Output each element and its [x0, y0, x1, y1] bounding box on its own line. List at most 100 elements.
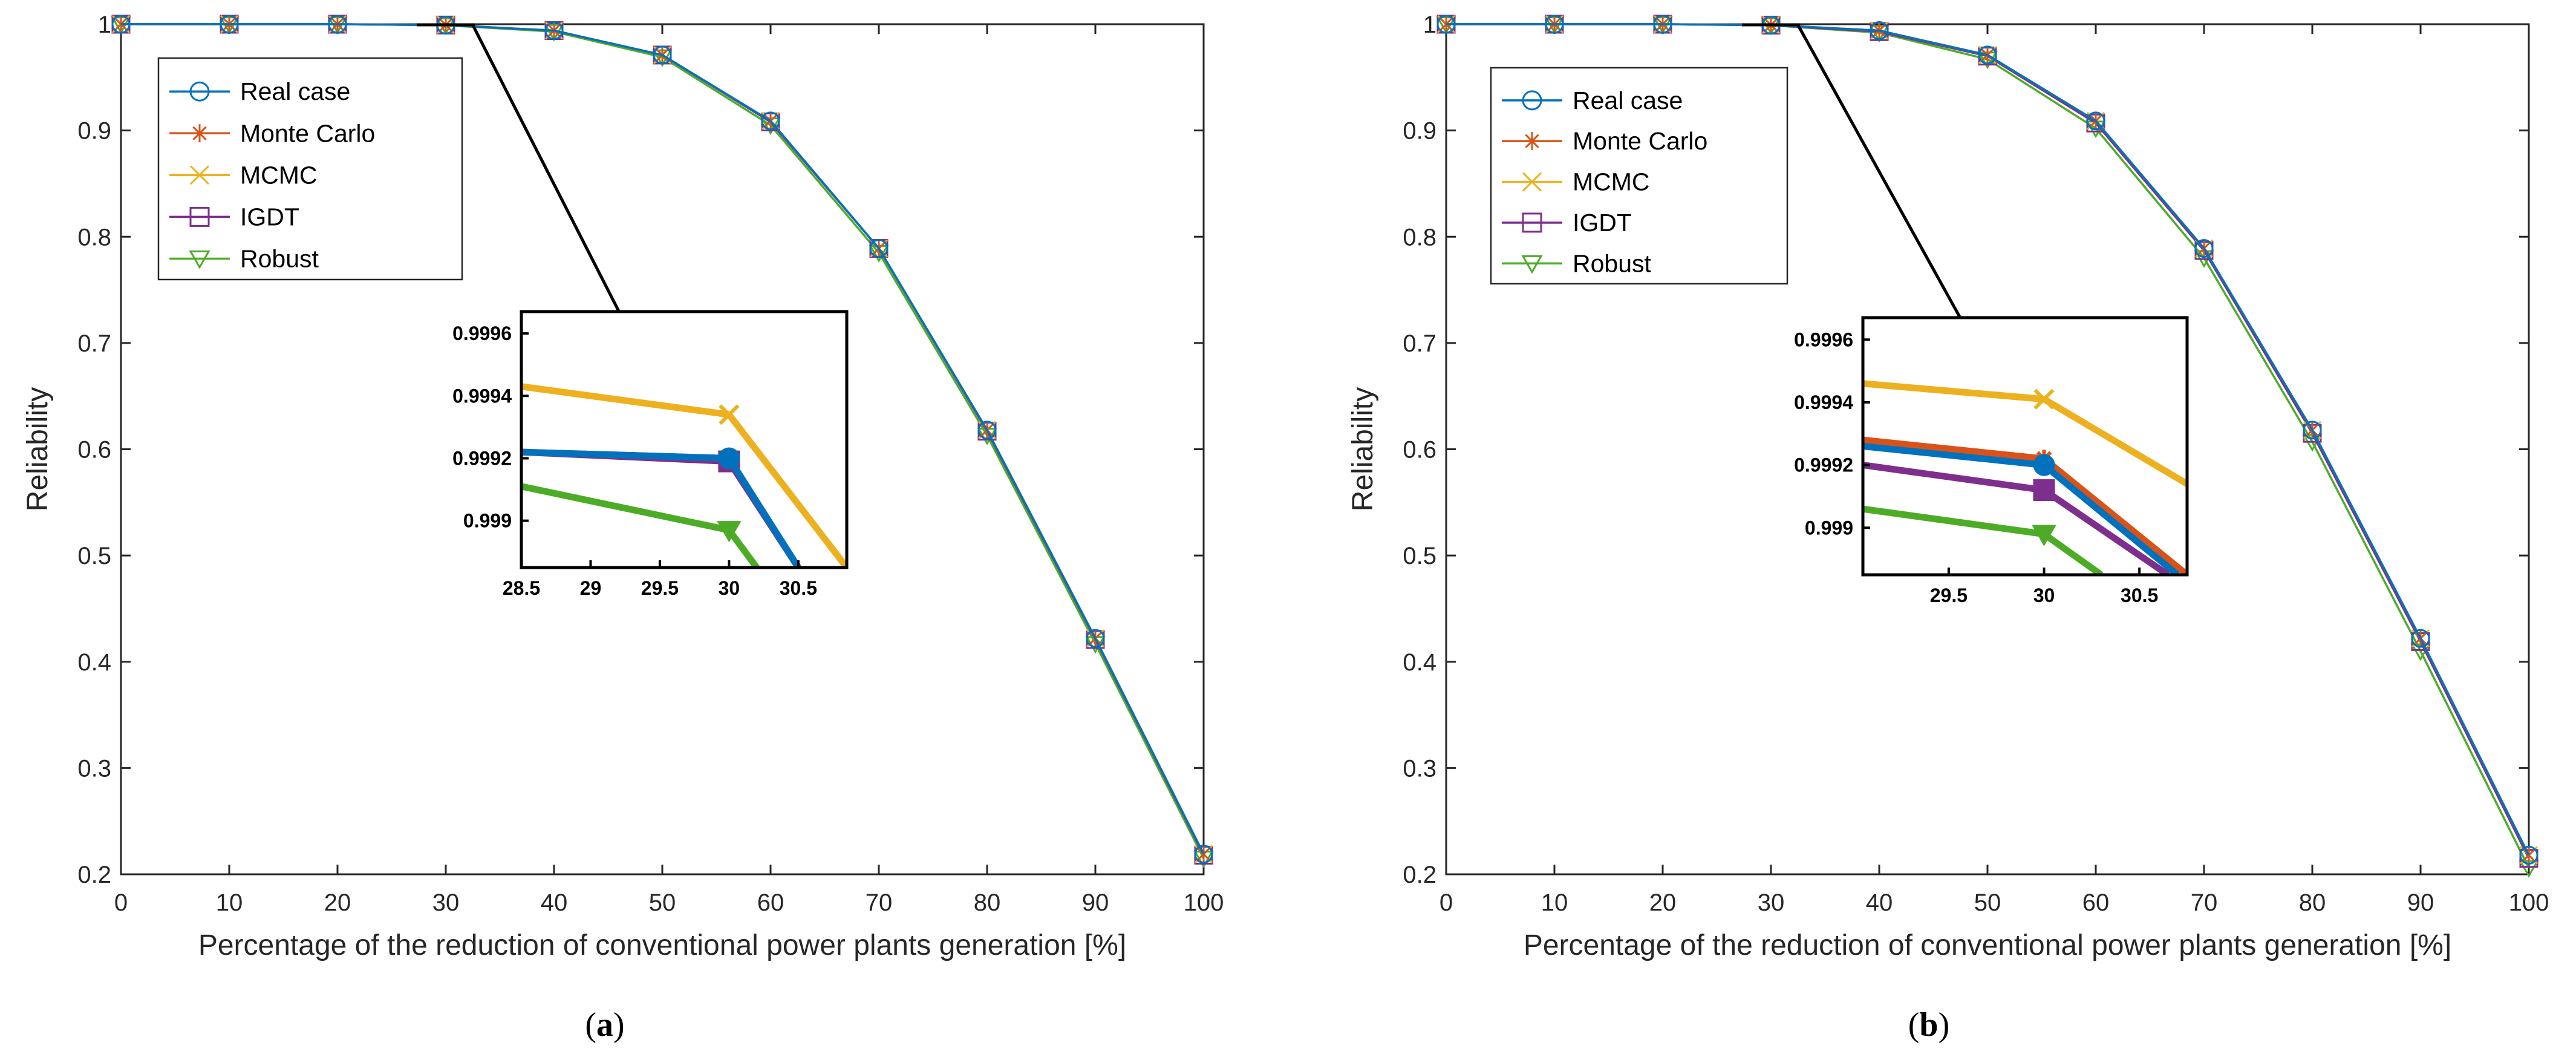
y-tick-label: 0.5: [1403, 543, 1436, 569]
x-tick-label: 30: [432, 889, 460, 916]
data-point-real_case: [328, 15, 347, 34]
x-tick-label: 10: [1541, 889, 1568, 916]
legend-entry-robust: Robust: [1502, 249, 1652, 277]
data-point-real_case: [544, 21, 564, 41]
data-point-real_case: [1545, 15, 1564, 34]
caption-letter: a: [596, 1006, 613, 1044]
x-tick-label: 80: [974, 889, 1001, 916]
legend-marker-mcmc: [1522, 172, 1542, 192]
legend-entry-monte_carlo: Monte Carlo: [169, 119, 375, 147]
data-point-real_case: [1194, 845, 1213, 864]
inset-point-real_case: [2033, 454, 2055, 476]
data-point-real_case: [977, 421, 997, 440]
x-tick-label: 100: [1184, 889, 1224, 916]
legend-entry-mcmc: MCMC: [169, 161, 318, 189]
legend-label-mcmc: MCMC: [1573, 168, 1650, 196]
x-tick-label: 40: [541, 889, 568, 916]
legend-entry-real_case: Real case: [169, 77, 350, 105]
y-tick-label: 0.7: [1403, 330, 1436, 357]
legend-marker-igdt: [1522, 212, 1542, 233]
data-point-real_case: [1436, 15, 1456, 34]
inset-y-tick-label: 0.9994: [452, 385, 512, 407]
data-point-real_case: [653, 45, 672, 65]
data-point-real_case: [2303, 421, 2322, 440]
legend-marker-robust: [1521, 255, 1543, 274]
x-tick-label: 20: [1649, 889, 1677, 916]
inset-x-tick-label: 29.5: [1930, 584, 1968, 606]
y-tick-label: 0.6: [1403, 437, 1436, 463]
data-point-real_case: [2519, 845, 2539, 865]
caption-close: ): [1939, 1006, 1950, 1044]
y-tick-label: 1: [1423, 11, 1436, 38]
legend-label-monte_carlo: Monte Carlo: [240, 119, 375, 147]
inset-y-tick-label: 0.9992: [1794, 454, 1853, 476]
series-line-real_case: [121, 23, 1205, 855]
y-tick-label: 0.3: [1403, 755, 1436, 782]
legend-marker-igdt: [189, 206, 210, 227]
data-point-real_case: [2194, 239, 2214, 258]
data-point-real_case: [1653, 15, 1672, 34]
inset-series: [1863, 380, 2187, 575]
data-point-real_case: [761, 111, 780, 131]
legend-marker-real_case: [189, 81, 210, 102]
x-tick-label: 90: [2407, 889, 2434, 916]
inset-y-tick-label: 0.9996: [1794, 329, 1853, 350]
y-tick-label: 0.8: [77, 224, 111, 250]
x-tick-label: 60: [757, 889, 784, 916]
legend-entry-robust: Robust: [169, 244, 319, 272]
legend-marker-monte_carlo: [1525, 132, 1539, 151]
y-tick-label: 0.4: [77, 649, 111, 676]
data-point-real_case: [869, 239, 889, 258]
zoom-callout-line: [1796, 24, 1961, 319]
x-tick-label: 90: [1082, 889, 1109, 916]
legend-entry-mcmc: MCMC: [1502, 168, 1650, 196]
legend-label-igdt: IGDT: [240, 203, 299, 231]
inset-y-tick-label: 0.9992: [452, 447, 512, 469]
y-tick-label: 0.9: [1403, 118, 1436, 145]
inset-point-mcmc: [2033, 388, 2055, 410]
y-tick-label: 0.3: [77, 755, 111, 782]
legend-entry-real_case: Real case: [1502, 87, 1683, 114]
inset-plot: 29.5 30 30.5 0.999 0.9992 0.9994 0.9996: [1794, 316, 2189, 606]
inset-y-tick-label: 0.999: [463, 510, 512, 532]
inset-plot: 28.5 29 29.5 30 30.5 0.999 0.9992 0.9994 0.9996: [452, 310, 849, 599]
x-tick-label: 70: [866, 889, 893, 916]
x-tick-label: 30: [1758, 889, 1785, 916]
legend-label-robust: Robust: [1573, 249, 1652, 277]
x-axis-label: Percentage of the reduction of conventio…: [1524, 929, 2451, 961]
y-tick-label: 0.9: [77, 118, 111, 145]
subfigure-caption: (a): [585, 1006, 624, 1044]
inset-frame: [1861, 316, 2189, 577]
inset-x-tick-label: 29: [580, 577, 602, 599]
data-point-real_case: [2411, 629, 2430, 648]
data-point-real_case: [1086, 629, 1105, 648]
inset-point-robust: [2032, 525, 2056, 546]
legend-marker-robust: [189, 250, 210, 269]
legend-label-real_case: Real case: [240, 77, 350, 105]
data-point-monte_carlo: [2522, 846, 2536, 864]
y-tick-label: 0.5: [77, 543, 111, 569]
x-tick-label: 100: [2509, 889, 2549, 916]
legend-label-robust: Robust: [240, 244, 319, 272]
data-point-real_case: [111, 15, 131, 34]
x-tick-label: 40: [1866, 889, 1893, 916]
inset-x-tick-label: 28.5: [503, 577, 540, 599]
legend-marker-monte_carlo: [192, 124, 207, 143]
legend-marker-mcmc: [189, 165, 210, 185]
x-tick-label: 60: [2082, 889, 2110, 916]
legend-label-mcmc: MCMC: [240, 161, 318, 189]
legend-label-monte_carlo: Monte Carlo: [1573, 127, 1707, 155]
legend: Real case Monte Carlo MCMC IGDT Robust: [1490, 67, 1789, 285]
data-point-real_case: [2086, 111, 2105, 131]
x-tick-label: 70: [2191, 889, 2218, 916]
inset-point-real_case: [718, 447, 740, 470]
subfigure-caption: (b): [1908, 1006, 1949, 1044]
inset-x-tick-label: 30: [719, 577, 740, 599]
x-axis-label: Percentage of the reduction of conventio…: [198, 929, 1126, 961]
data-point-real_case: [1978, 45, 1997, 65]
chart-a: 0 10 20 30 40 50 60 70 80 90 100 0.2 0.3 0.4 0.5 0.6 0.7…: [22, 11, 1224, 1044]
data-point-real_case: [220, 15, 239, 34]
legend-marker-real_case: [1522, 90, 1542, 111]
y-tick-label: 0.7: [77, 330, 111, 357]
